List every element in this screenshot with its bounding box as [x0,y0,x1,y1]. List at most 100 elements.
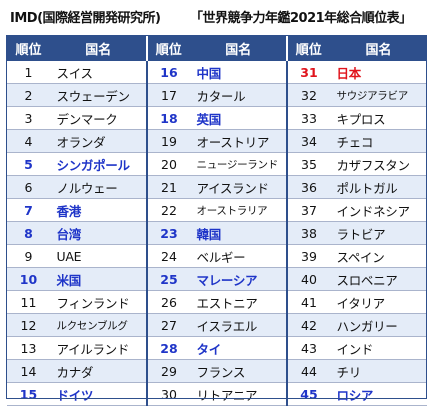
country-cell: 台湾 [50,221,148,245]
country-cell: ルクセンブルグ [50,313,148,337]
rank-cell: 40 [286,267,331,291]
country-cell: デンマーク [50,106,148,130]
country-cell: カザフスタン [330,152,427,176]
rank-cell: 20 [146,152,191,176]
rank-cell: 44 [286,359,331,383]
rank-cell: 21 [146,175,191,199]
rank-cell: 32 [286,83,331,107]
header-country: 国名 [190,35,288,61]
rank-cell: 22 [146,198,191,222]
table-row: 9 UAE 24 ベルギー 39 スペイン [6,244,427,268]
country-cell: UAE [50,244,148,268]
table-row: 12 ルクセンブルグ 27 イスラエル 42 ハンガリー [6,313,427,337]
country-cell: カタール [190,83,288,107]
rank-cell: 41 [286,290,331,314]
country-cell: ベルギー [190,244,288,268]
country-cell: フランス [190,359,288,383]
country-cell: タイ [190,336,288,360]
rank-cell: 33 [286,106,331,130]
rank-cell: 35 [286,152,331,176]
table-row: 2 スウェーデン 17 カタール 32 サウジアラビア [6,83,427,107]
country-cell: 韓国 [190,221,288,245]
rank-cell: 16 [146,60,191,84]
country-cell: キプロス [330,106,427,130]
rank-cell: 23 [146,221,191,245]
rank-cell: 9 [6,244,51,268]
country-cell: イスラエル [190,313,288,337]
country-cell: 香港 [50,198,148,222]
table-row: 13 アイルランド 28 タイ 43 インド [6,336,427,360]
header-rank: 順位 [6,35,51,61]
rank-cell: 4 [6,129,51,153]
rank-cell: 12 [6,313,51,337]
rank-cell: 39 [286,244,331,268]
header-rank: 順位 [146,35,191,61]
country-cell: アイルランド [50,336,148,360]
rank-cell: 38 [286,221,331,245]
country-cell: インドネシア [330,198,427,222]
rank-cell: 17 [146,83,191,107]
ranking-body: 1 スイス 16 中国 31 日本 2 スウェーデン 17 カタール 32 サウジアラビア 3 デンマーク… [6,60,427,406]
country-cell: オーストリア [190,129,288,153]
rank-cell: 36 [286,175,331,199]
country-cell: スイス [50,60,148,84]
table-row: 5 シンガポール 20 ニュージーランド 35 カザフスタン [6,152,427,176]
rank-cell: 30 [146,382,191,406]
rank-cell: 6 [6,175,51,199]
country-cell: スウェーデン [50,83,148,107]
rank-cell: 45 [286,382,331,406]
rank-cell: 8 [6,221,51,245]
country-cell: ポルトガル [330,175,427,199]
country-cell: 英国 [190,106,288,130]
country-cell: シンガポール [50,152,148,176]
rank-cell: 7 [6,198,51,222]
table-row: 7 香港 22 オーストラリア 37 インドネシア [6,198,427,222]
table-row: 15 ドイツ 30 リトアニア 45 ロシア [6,382,427,406]
country-cell: ドイツ [50,382,148,406]
title-bar: IMD(国際経営開発研究所) 「世界競争力年鑑2021年総合順位表」 [0,0,434,28]
rank-cell: 15 [6,382,51,406]
table-row: 8 台湾 23 韓国 38 ラトビア [6,221,427,245]
rank-cell: 27 [146,313,191,337]
rank-cell: 1 [6,60,51,84]
country-cell: ロシア [330,382,427,406]
rank-cell: 31 [286,60,331,84]
country-cell: 米国 [50,267,148,291]
rank-cell: 28 [146,336,191,360]
table-row: 6 ノルウェー 21 アイスランド 36 ポルトガル [6,175,427,199]
table-row: 11 フィンランド 26 エストニア 41 イタリア [6,290,427,314]
country-cell: サウジアラビア [330,83,427,107]
rank-cell: 2 [6,83,51,107]
table-row: 14 カナダ 29 フランス 44 チリ [6,359,427,383]
ranking-table: 順位 国名 順位 国名 順位 国名 1 スイス 16 中国 31 日本 2 スウェーデン 17 カ… [6,35,427,406]
country-cell: オランダ [50,129,148,153]
table-row: 10 米国 25 マレーシア 40 スロベニア [6,267,427,291]
country-cell: イタリア [330,290,427,314]
source-label: IMD(国際経営開発研究所) [10,11,161,26]
rank-cell: 26 [146,290,191,314]
rank-cell: 13 [6,336,51,360]
rank-cell: 11 [6,290,51,314]
country-cell: ハンガリー [330,313,427,337]
header-rank: 順位 [286,35,331,61]
country-cell: フィンランド [50,290,148,314]
country-cell: スペイン [330,244,427,268]
table-row: 1 スイス 16 中国 31 日本 [6,60,427,84]
table-title: 「世界競争力年鑑2021年総合順位表」 [190,11,412,26]
header-country: 国名 [330,35,427,61]
rank-cell: 29 [146,359,191,383]
rank-cell: 3 [6,106,51,130]
country-cell: アイスランド [190,175,288,199]
rank-cell: 14 [6,359,51,383]
country-cell: チェコ [330,129,427,153]
rank-cell: 34 [286,129,331,153]
rank-cell: 37 [286,198,331,222]
header-row: 順位 国名 順位 国名 順位 国名 [6,35,427,61]
country-cell: エストニア [190,290,288,314]
rank-cell: 5 [6,152,51,176]
country-cell: インド [330,336,427,360]
country-cell: チリ [330,359,427,383]
country-cell: ラトビア [330,221,427,245]
table-row: 3 デンマーク 18 英国 33 キプロス [6,106,427,130]
rank-cell: 24 [146,244,191,268]
